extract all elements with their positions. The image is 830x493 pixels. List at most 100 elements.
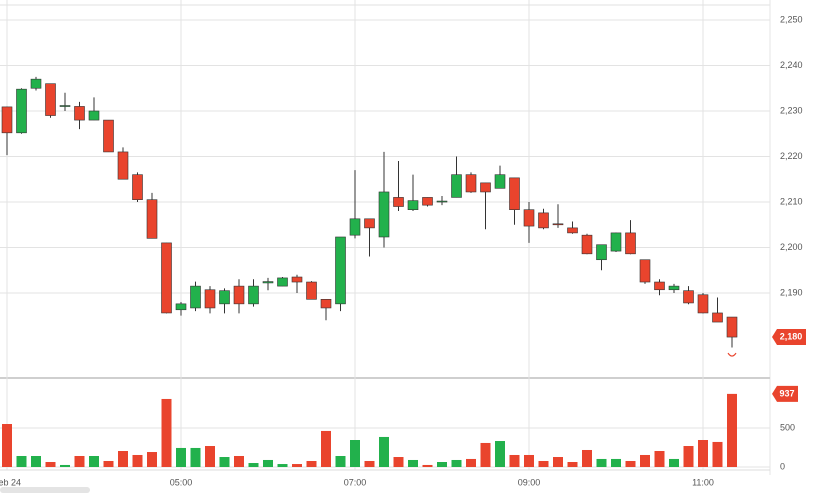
volume-bar xyxy=(277,464,288,467)
volume-bar xyxy=(89,455,99,467)
candle-body xyxy=(625,232,636,255)
candle-body xyxy=(509,177,520,210)
volume-bar xyxy=(219,457,230,467)
volume-bar xyxy=(509,454,520,467)
candle-body xyxy=(30,78,42,89)
volume-bar xyxy=(60,464,70,467)
volume-bar xyxy=(582,449,592,467)
candle-body xyxy=(581,234,593,255)
volume-bar xyxy=(524,454,534,467)
candle-body xyxy=(262,281,274,284)
candle-body xyxy=(726,316,738,338)
candle-body xyxy=(204,289,216,309)
volume-bar xyxy=(698,440,708,467)
volume-bar xyxy=(292,464,302,467)
y-tick-label: 2,220 xyxy=(780,151,803,161)
candle-body xyxy=(291,276,303,283)
volume-bar xyxy=(31,455,41,467)
candle-body xyxy=(306,281,317,300)
volume-bar xyxy=(712,441,723,467)
candle-body xyxy=(654,281,665,291)
candle-body xyxy=(465,174,477,193)
candle-body xyxy=(161,242,172,314)
volume-bar xyxy=(263,459,273,467)
candle-body xyxy=(335,236,346,305)
volume-bar xyxy=(640,454,650,467)
y-tick-label: 500 xyxy=(780,422,795,432)
volume-bar xyxy=(437,462,447,467)
volume-bar xyxy=(190,447,201,467)
volume-bar xyxy=(379,436,389,467)
volume-bar xyxy=(611,458,621,467)
x-tick-label: 07:00 xyxy=(344,477,367,487)
volume-bar xyxy=(538,460,549,467)
candle-body xyxy=(219,290,230,305)
volume-bar xyxy=(451,459,462,467)
y-tick-label: 2,210 xyxy=(780,196,803,206)
candle-body xyxy=(117,151,129,180)
candle-body xyxy=(378,191,390,238)
volume-bar xyxy=(408,459,418,467)
candle-body xyxy=(175,303,187,311)
candle-body xyxy=(422,197,433,206)
volume-bar xyxy=(306,460,317,467)
volume-bar xyxy=(393,457,404,467)
candle-body xyxy=(668,285,680,291)
y-tick-label: 2,190 xyxy=(780,287,803,297)
volume-bar xyxy=(132,454,143,467)
x-tick-label: Feb 24 xyxy=(0,477,21,487)
volume-bar xyxy=(495,441,505,467)
candle-body xyxy=(320,299,332,309)
candle-body xyxy=(639,259,651,283)
candle-body xyxy=(59,105,71,107)
volume-bar xyxy=(2,424,12,467)
volume-bar xyxy=(422,464,433,467)
volume-bar xyxy=(176,447,186,467)
volume-bar xyxy=(103,460,114,467)
volume-bar xyxy=(248,463,259,467)
candle-body xyxy=(552,223,564,226)
candle-body xyxy=(190,285,201,309)
x-tick-label: 09:00 xyxy=(518,477,541,487)
candle-body xyxy=(494,174,506,189)
volume-bar xyxy=(45,462,56,467)
volume-bar xyxy=(683,446,694,467)
candle-body xyxy=(146,199,158,239)
candle-body xyxy=(683,290,694,304)
candle-body xyxy=(132,174,143,200)
candle-body xyxy=(248,285,259,305)
volume-bar xyxy=(625,460,636,467)
candle-body xyxy=(364,218,375,229)
last-volume-box xyxy=(772,385,798,402)
x-tick-label: 11:00 xyxy=(692,477,714,487)
y-tick-label: 2,240 xyxy=(780,60,803,70)
volume-bar xyxy=(321,430,331,467)
x-tick-label: 05:00 xyxy=(170,477,193,487)
candle-body xyxy=(610,232,622,252)
candle-body xyxy=(277,277,288,287)
volume-bar xyxy=(596,458,607,467)
candle-body xyxy=(407,200,419,210)
candle-body xyxy=(712,312,723,323)
candle-body xyxy=(567,227,578,234)
volume-bar xyxy=(553,457,563,467)
candle-body xyxy=(523,209,535,227)
candle-body xyxy=(88,110,100,121)
candle-body xyxy=(45,83,56,116)
volume-bar xyxy=(74,455,85,467)
last-price-marker xyxy=(727,352,737,357)
volume-bar xyxy=(364,460,375,467)
candle-body xyxy=(74,106,85,121)
scrollbar[interactable] xyxy=(0,487,90,493)
candle-body xyxy=(697,294,709,314)
volume-bar xyxy=(567,462,578,467)
last-volume-label: 937 xyxy=(779,388,794,398)
y-tick-label: 0 xyxy=(780,461,785,471)
volume-bar xyxy=(480,442,491,467)
candle-body xyxy=(233,285,245,305)
volume-bar xyxy=(16,455,27,467)
candle-body xyxy=(480,182,491,193)
volume-bar xyxy=(466,458,476,467)
candle-body xyxy=(596,244,607,261)
